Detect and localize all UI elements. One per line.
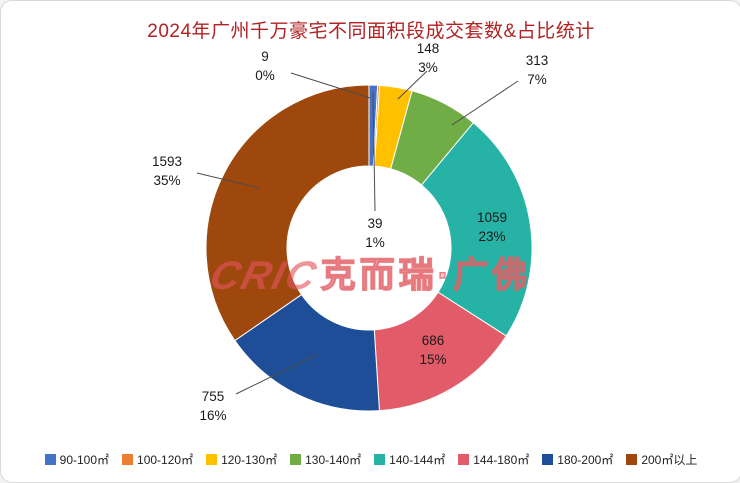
legend-item-140-144㎡: 140-144㎡ — [374, 451, 445, 468]
legend-label: 144-180㎡ — [473, 453, 530, 467]
legend-item-90-100㎡: 90-100㎡ — [44, 451, 110, 468]
leader-line-200㎡以上 — [196, 172, 260, 189]
leader-line-180-200㎡ — [235, 353, 319, 395]
legend-label: 200㎡以上 — [641, 453, 698, 467]
legend-item-100-120㎡: 100-120㎡ — [122, 451, 193, 468]
data-label-100-120㎡: 9 0% — [255, 49, 275, 83]
pie-slice-140-144㎡ — [420, 122, 533, 337]
pie-slice-200㎡以上 — [205, 84, 370, 342]
legend-swatch — [542, 454, 554, 465]
data-label-200㎡以上: 1593 35% — [152, 154, 182, 188]
legend-item-200㎡以上: 200㎡以上 — [626, 451, 697, 468]
legend-swatch — [206, 454, 218, 465]
data-label-120-130㎡: 148 3% — [417, 41, 440, 75]
legend-swatch — [458, 454, 470, 465]
legend-item-180-200㎡: 180-200㎡ — [542, 451, 613, 468]
leader-line-130-140㎡ — [451, 80, 519, 126]
legend-item-130-140㎡: 130-140㎡ — [290, 451, 361, 468]
data-label-144-180㎡: 686 15% — [419, 333, 446, 367]
legend-swatch — [626, 454, 638, 465]
legend-swatch — [44, 454, 56, 465]
legend-swatch — [290, 454, 302, 465]
leader-line-100-120㎡ — [290, 72, 371, 99]
chart-title: 2024年广州千万豪宅不同面积段成交套数&占比统计 — [147, 21, 595, 42]
leader-line-120-130㎡ — [397, 70, 428, 100]
legend-label: 130-140㎡ — [305, 453, 362, 467]
legend-item-144-180㎡: 144-180㎡ — [458, 451, 529, 468]
legend-label: 120-130㎡ — [221, 453, 278, 467]
data-label-140-144㎡: 1059 23% — [477, 210, 507, 244]
legend-label: 180-200㎡ — [557, 453, 614, 467]
legend-label: 90-100㎡ — [59, 453, 110, 467]
legend-label: 100-120㎡ — [137, 453, 194, 467]
chart-legend: 90-100㎡ 100-120㎡ 120-130㎡ 130-140㎡ 140-144㎡ 1… — [1, 451, 740, 468]
leader-line-90-100㎡ — [372, 91, 376, 212]
legend-label: 140-144㎡ — [389, 453, 446, 467]
data-label-130-140㎡: 313 7% — [526, 53, 549, 87]
legend-swatch — [122, 454, 134, 465]
data-label-180-200㎡: 755 16% — [199, 389, 226, 423]
data-label-90-100㎡: 39 1% — [365, 216, 385, 250]
legend-swatch — [374, 454, 386, 465]
legend-item-120-130㎡: 120-130㎡ — [206, 451, 277, 468]
